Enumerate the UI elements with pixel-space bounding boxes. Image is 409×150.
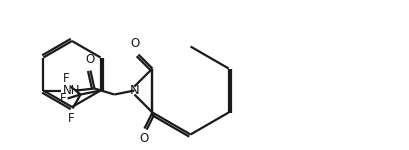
Text: NH: NH	[62, 84, 80, 97]
Text: O: O	[130, 38, 140, 51]
Text: F: F	[63, 72, 70, 86]
Text: F: F	[68, 111, 75, 124]
Text: O: O	[85, 54, 95, 66]
Text: F: F	[60, 92, 67, 105]
Text: O: O	[139, 132, 149, 145]
Text: N: N	[129, 84, 139, 97]
